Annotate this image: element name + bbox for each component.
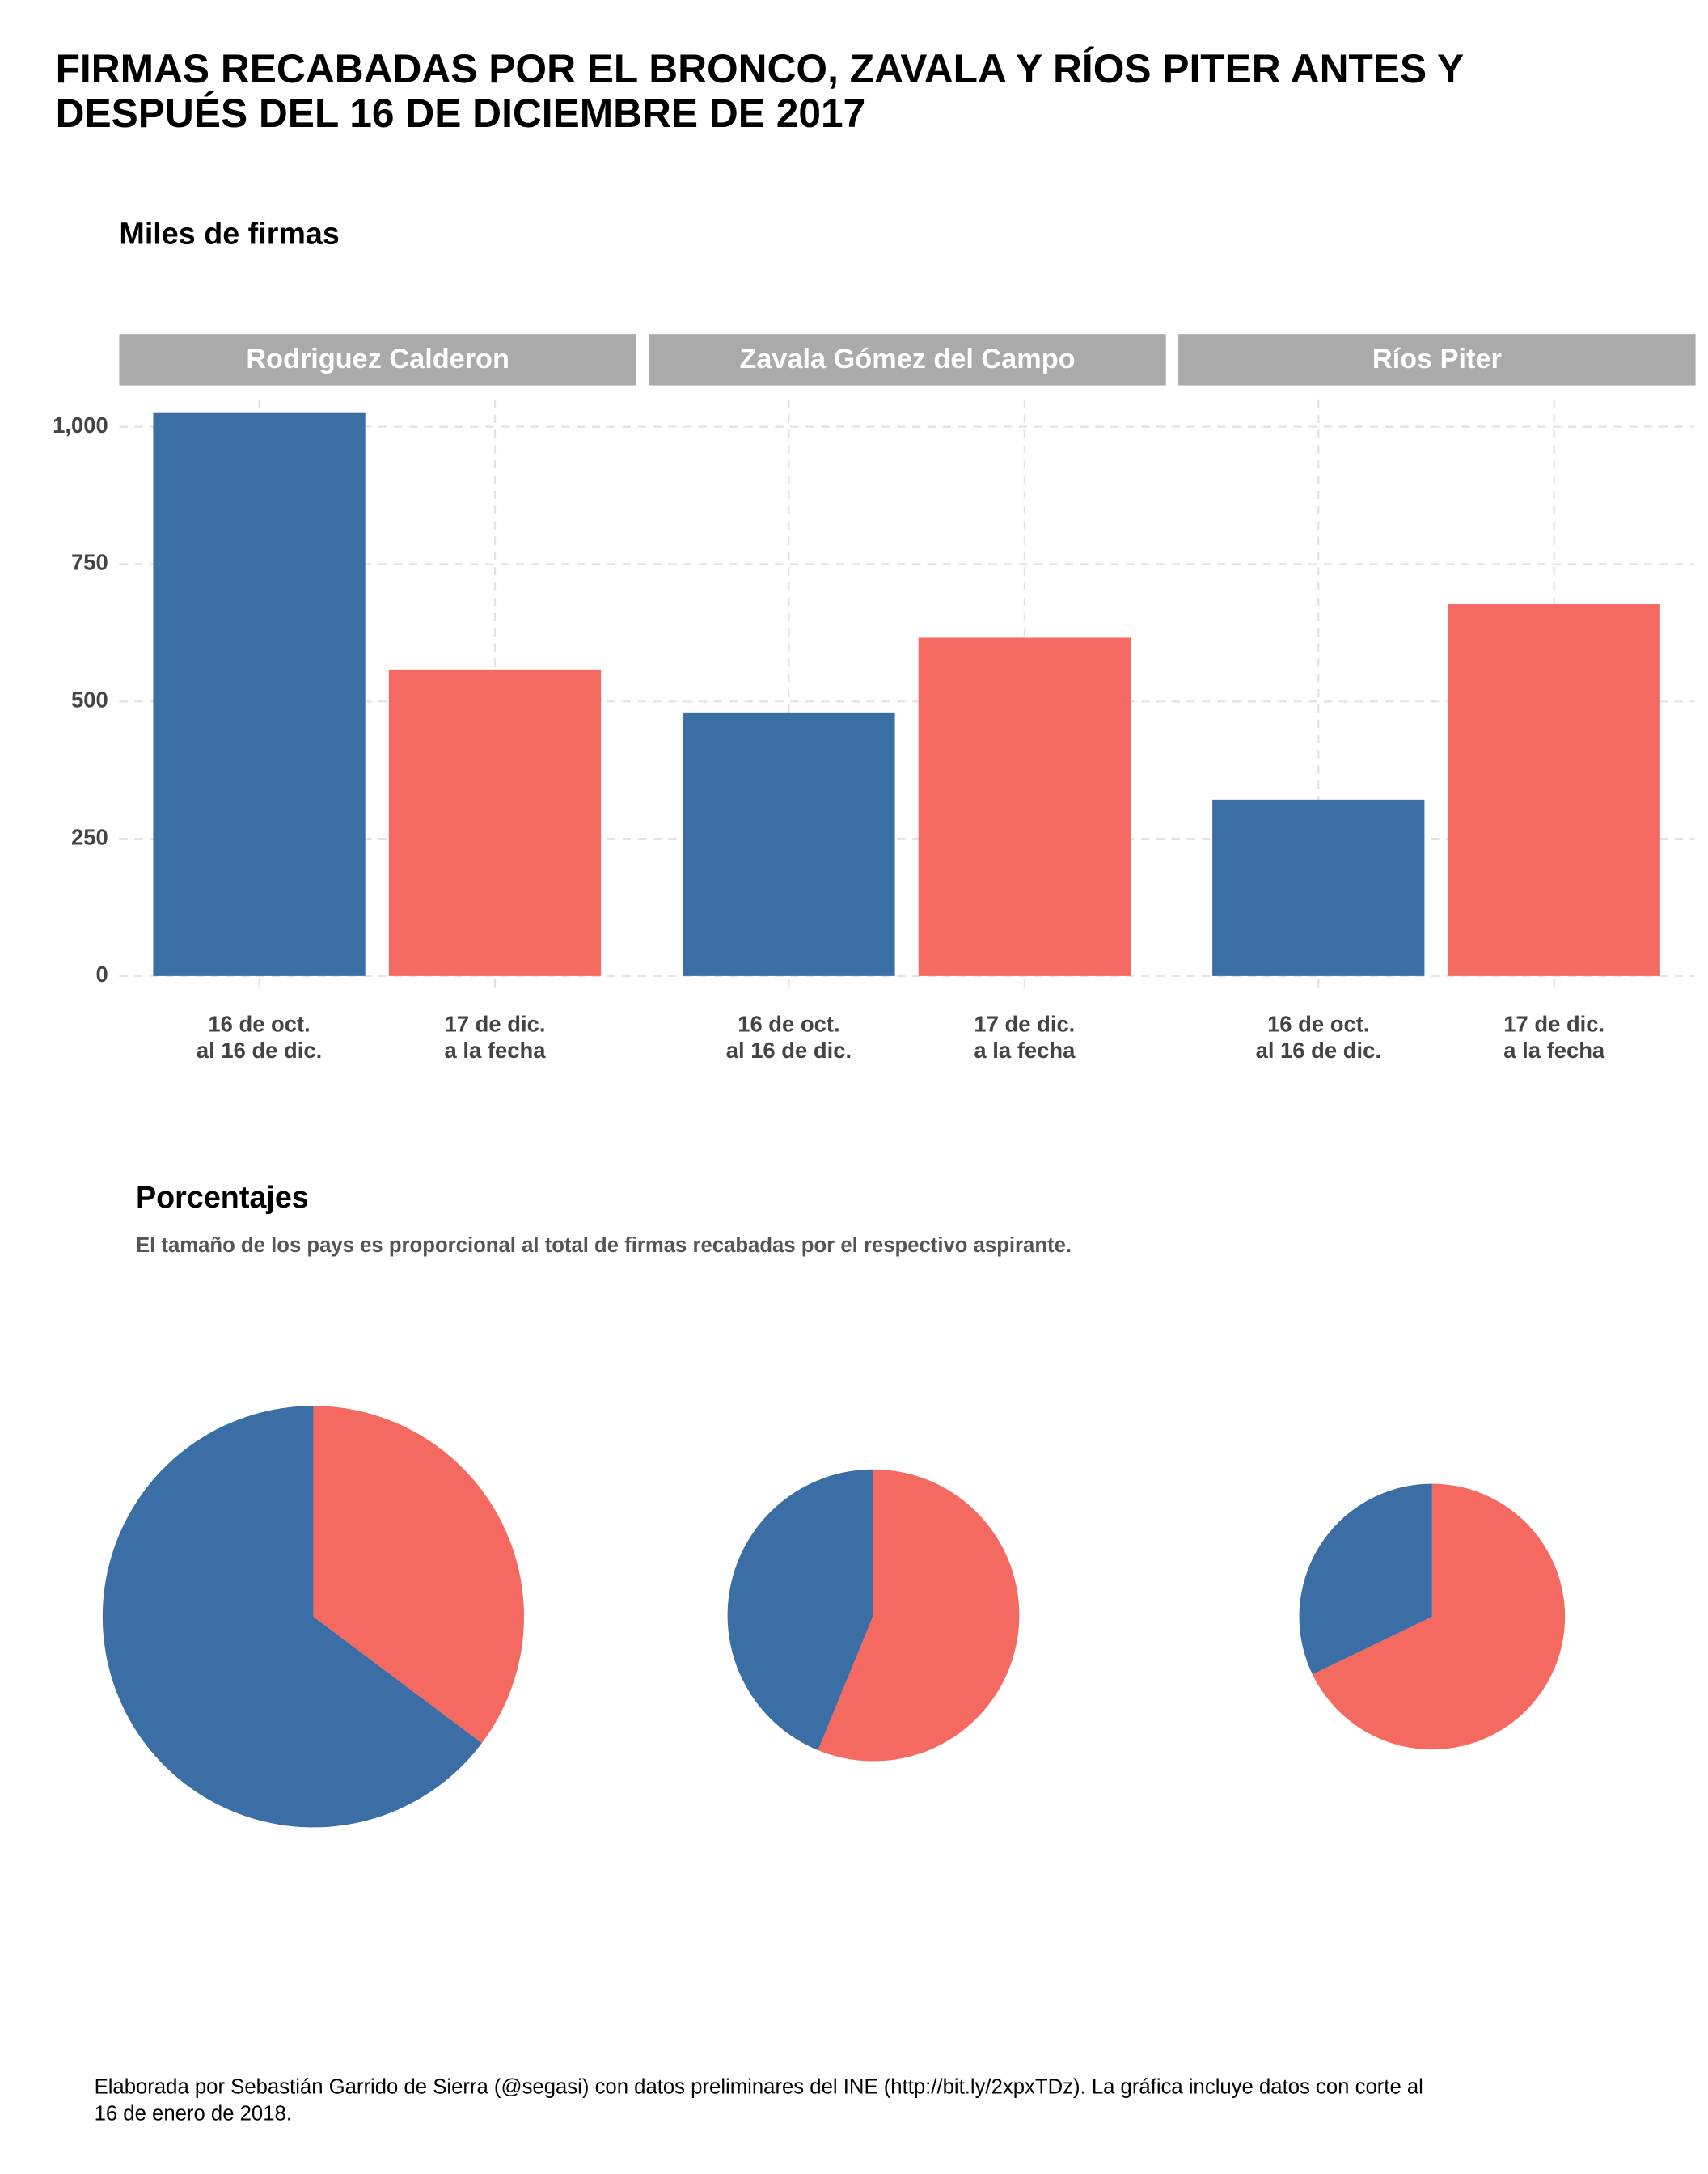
footnote: Elaborada por Sebastián Garrido de Sierr… xyxy=(95,2076,1423,2125)
bar-title: Miles de firmas xyxy=(119,216,339,250)
facet-label: Zavala Gómez del Campo xyxy=(739,344,1075,374)
y-tick-label: 750 xyxy=(71,550,108,575)
x-tick-label: 17 de dic. a la fecha xyxy=(974,1012,1076,1064)
pie-subtitle: El tamaño de los pays es proporcional al… xyxy=(136,1234,1072,1257)
pie-slice xyxy=(818,1469,1020,1762)
facet-strip xyxy=(119,334,636,386)
pie-slice xyxy=(727,1469,873,1751)
facet-label: Ríos Piter xyxy=(1372,344,1502,374)
pie-slice xyxy=(313,1406,525,1744)
bar xyxy=(153,412,366,976)
pie-title: Porcentajes xyxy=(136,1180,309,1214)
y-tick-label: 500 xyxy=(71,687,108,713)
pie-slice xyxy=(1312,1483,1566,1750)
pie-slice xyxy=(1299,1483,1432,1675)
facet-label: Rodriguez Calderon xyxy=(246,344,509,374)
facet-strip xyxy=(649,334,1166,386)
bar xyxy=(683,712,895,976)
y-tick-label: 0 xyxy=(95,962,108,987)
bar xyxy=(388,669,602,976)
x-tick-label: 16 de oct. al 16 de dic. xyxy=(726,1012,852,1064)
y-tick-label: 1,000 xyxy=(53,412,108,438)
facet-strip xyxy=(1178,334,1696,386)
bar xyxy=(918,637,1131,976)
pie-slice xyxy=(102,1406,482,1828)
bar xyxy=(1212,799,1425,976)
y-tick-label: 250 xyxy=(71,824,108,849)
x-tick-label: 16 de oct. al 16 de dic. xyxy=(1256,1012,1381,1064)
main-title: FIRMAS RECABADAS POR EL BRONCO, ZAVALA Y… xyxy=(56,46,1465,136)
x-tick-label: 17 de dic. a la fecha xyxy=(1503,1012,1605,1064)
bar xyxy=(1448,604,1660,976)
x-tick-label: 17 de dic. a la fecha xyxy=(445,1012,547,1064)
x-tick-label: 16 de oct. al 16 de dic. xyxy=(197,1012,322,1064)
